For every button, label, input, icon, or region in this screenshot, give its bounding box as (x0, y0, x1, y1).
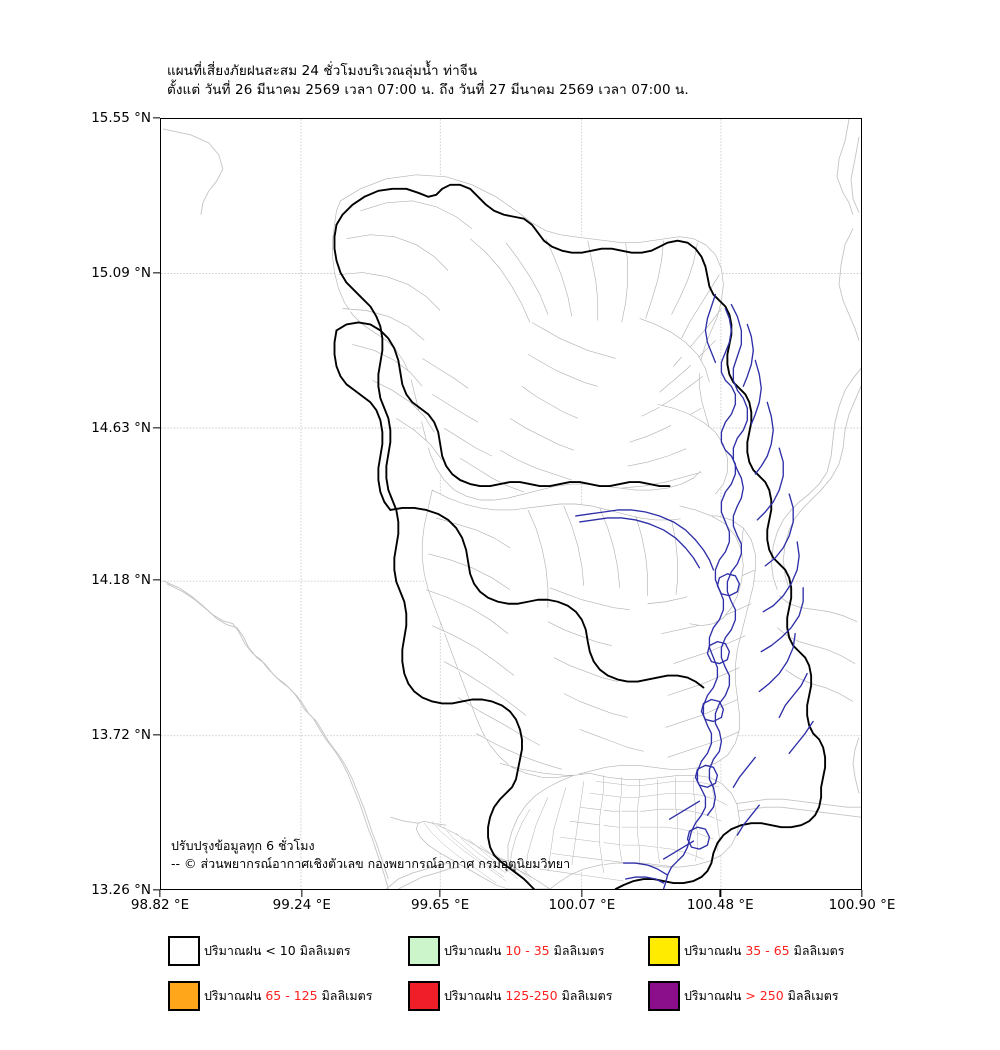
copyright-note: -- © ส่วนพยากรณ์อากาศเชิงตัวเลข กองพยากร… (171, 856, 571, 871)
map-canvas (161, 119, 861, 889)
x-axis-tick-mark-4 (719, 890, 721, 897)
river-network[interactable] (575, 293, 814, 889)
y-axis-tick-label-2: 14.63 °N (91, 420, 151, 437)
page-title: แผนที่เสี่ยงภัยฝนสะสม 24 ชั่วโมงบริเวณลุ… (167, 63, 478, 79)
map-annotation: ปรับปรุงข้อมูลทุก 6 ชั่วโมง -- © ส่วนพยา… (171, 837, 570, 873)
legend-item-2[interactable]: ปริมาณฝน 35 - 65 มิลลิเมตร (648, 936, 845, 966)
y-axis-tick-label-5: 13.26 °N (91, 882, 151, 898)
y-axis-tick-label-3: 14.18 °N (91, 571, 151, 588)
y-axis-tick-label-0: 15.55 °N (91, 110, 151, 126)
title-subtitle-period: ตั้งแต่ วันที่ 26 มีนาคม 2569 เวลา 07:00… (167, 82, 689, 98)
legend-swatch-0 (168, 936, 200, 966)
x-axis-tick-mark-1 (301, 890, 303, 897)
x-axis-tick-mark-3 (581, 890, 583, 897)
legend-item-0[interactable]: ปริมาณฝน < 10 มิลลิเมตร (168, 936, 351, 966)
y-axis-tick-label-4: 13.72 °N (91, 726, 151, 743)
map-title-block: แผนที่เสี่ยงภัยฝนสะสม 24 ชั่วโมงบริเวณลุ… (167, 62, 907, 100)
legend-item-5[interactable]: ปริมาณฝน > 250 มิลลิเมตร (648, 981, 839, 1011)
y-axis-tick-mark-0 (153, 117, 160, 119)
legend-item-4[interactable]: ปริมาณฝน 125-250 มิลลิเมตร (408, 981, 612, 1011)
legend-label-0: ปริมาณฝน < 10 มิลลิเมตร (204, 943, 351, 958)
x-axis-tick-mark-5 (861, 890, 863, 897)
legend-label-2: ปริมาณฝน 35 - 65 มิลลิเมตร (684, 943, 845, 958)
legend-item-1[interactable]: ปริมาณฝน 10 - 35 มิลลิเมตร (408, 936, 605, 966)
basin-boundary-thachin[interactable] (333, 183, 827, 889)
y-axis-tick-label-1: 15.09 °N (91, 265, 151, 282)
y-axis-tick-mark-4 (153, 734, 160, 736)
legend-swatch-2 (648, 936, 680, 966)
legend-label-3: ปริมาณฝน 65 - 125 มิลลิเมตร (204, 988, 373, 1003)
legend-item-3[interactable]: ปริมาณฝน 65 - 125 มิลลิเมตร (168, 981, 372, 1011)
legend-swatch-3 (168, 981, 200, 1011)
legend-label-1: ปริมาณฝน 10 - 35 มิลลิเมตร (444, 943, 605, 958)
rainfall-legend: ปริมาณฝน < 10 มิลลิเมตร ปริมาณฝน 10 - 35 … (160, 930, 960, 1030)
x-axis-tick-label-5: 100.90 °E (828, 897, 896, 913)
x-axis-tick-label-4: 100.48 °E (686, 897, 754, 913)
x-axis-tick-mark-0 (159, 890, 161, 897)
x-axis-tick-label-1: 99.24 °E (272, 897, 331, 913)
legend-swatch-1 (408, 936, 440, 966)
y-axis-tick-mark-2 (153, 427, 160, 429)
map-plot-area[interactable]: ปรับปรุงข้อมูลทุก 6 ชั่วโมง -- © ส่วนพยา… (160, 118, 862, 890)
legend-label-5: ปริมาณฝน > 250 มิลลิเมตร (684, 988, 839, 1003)
legend-swatch-4 (408, 981, 440, 1011)
y-axis-tick-mark-1 (153, 272, 160, 274)
y-axis-tick-mark-3 (153, 579, 160, 581)
legend-swatch-5 (648, 981, 680, 1011)
y-axis-tick-mark-5 (153, 889, 160, 891)
x-axis-tick-label-0: 98.82 °E (130, 897, 190, 913)
x-axis-tick-mark-2 (439, 890, 441, 897)
x-axis-tick-label-3: 100.07 °E (548, 897, 616, 913)
legend-label-4: ปริมาณฝน 125-250 มิลลิเมตร (444, 988, 613, 1003)
x-axis-tick-label-2: 99.65 °E (411, 897, 470, 913)
update-frequency-note: ปรับปรุงข้อมูลทุก 6 ชั่วโมง (171, 838, 315, 853)
